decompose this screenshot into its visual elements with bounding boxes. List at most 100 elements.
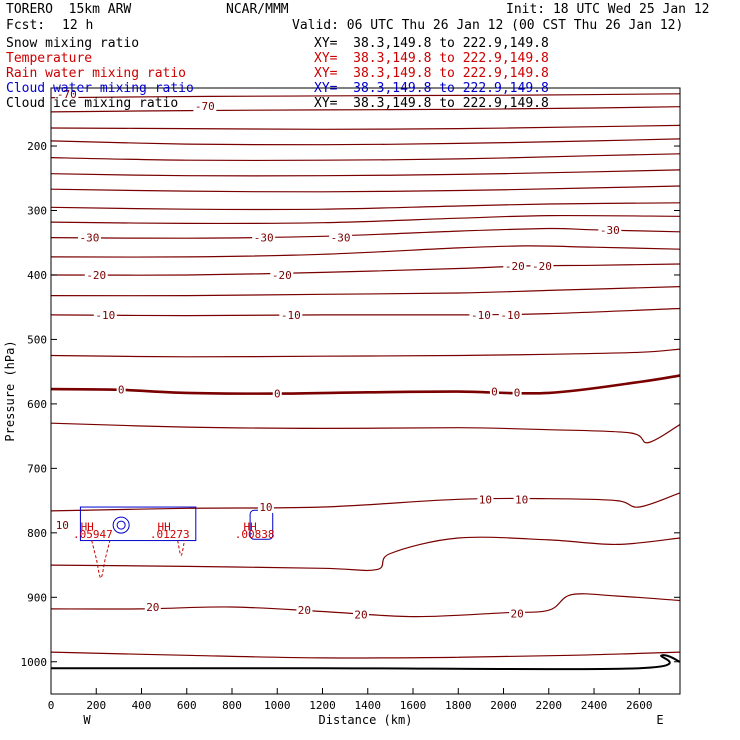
isotherm-label-bg bbox=[503, 259, 527, 272]
isotherm-label: -20 bbox=[532, 260, 552, 273]
legend-snow-xy: XY= 38.3,149.8 to 222.9,149.8 bbox=[314, 36, 549, 51]
isotherm-label: 20 bbox=[510, 607, 523, 620]
isotherm-label: -10 bbox=[471, 309, 491, 322]
isotherm-label-bg bbox=[257, 501, 274, 514]
isotherm-label: -70 bbox=[57, 88, 77, 101]
legend-temperature: Temperature bbox=[6, 51, 93, 66]
isotherm-m75 bbox=[51, 93, 680, 99]
legend-temperature-xy: XY= 38.3,149.8 to 222.9,149.8 bbox=[314, 51, 549, 66]
plot-frame bbox=[50, 87, 681, 695]
isotherm-label-bg bbox=[272, 387, 282, 400]
maximum-marker: HH bbox=[243, 520, 256, 533]
x-tick-label: 1600 bbox=[400, 699, 427, 712]
isotherm-label-bg bbox=[598, 223, 622, 236]
isotherm-m25 bbox=[51, 245, 680, 258]
x-tick-label: 2200 bbox=[536, 699, 563, 712]
y-tick-label: 800 bbox=[27, 527, 47, 540]
isotherm-label: 10 bbox=[56, 519, 69, 532]
isotherm-label-bg bbox=[252, 231, 276, 244]
isotherm-m65 bbox=[51, 124, 680, 130]
forecast-label: Fcst: bbox=[6, 18, 46, 33]
legend-rain-xy: XY= 38.3,149.8 to 222.9,149.8 bbox=[314, 66, 549, 81]
x-tick-label: 1200 bbox=[309, 699, 336, 712]
isotherm-10 bbox=[51, 492, 680, 512]
isotherm-m50 bbox=[51, 169, 680, 177]
isotherm-label: 10 bbox=[479, 493, 492, 506]
cloud-water-contour bbox=[112, 516, 130, 534]
isotherm-label-bg bbox=[144, 600, 161, 613]
legend-snow: Snow mixing ratio bbox=[6, 36, 140, 51]
isotherm-label: 20 bbox=[146, 601, 159, 614]
y-tick-label: 600 bbox=[27, 398, 47, 411]
x-tick-label: 0 bbox=[48, 699, 55, 712]
isotherm-label-bg bbox=[469, 308, 493, 321]
isotherm-label: 0 bbox=[514, 386, 521, 399]
y-tick-label: 1000 bbox=[21, 656, 48, 669]
isotherm-m70 bbox=[51, 106, 680, 113]
isotherm-m45 bbox=[51, 185, 680, 193]
isotherm-label-bg bbox=[193, 100, 217, 113]
legend-cloud-ice: Cloud ice mixing ratio bbox=[6, 96, 179, 111]
surface-line bbox=[51, 654, 680, 671]
x-tick-label: 200 bbox=[86, 699, 106, 712]
maximum-marker: HH bbox=[158, 520, 171, 533]
isotherm-m30 bbox=[51, 227, 680, 239]
isotherm-label-bg bbox=[498, 308, 522, 321]
legend-cloud-water-xy: XY= 38.3,149.8 to 222.9,149.8 bbox=[314, 81, 549, 96]
rain-water-contour bbox=[177, 540, 185, 556]
isotherm-label-bg bbox=[296, 604, 313, 617]
isotherm-label-bg bbox=[55, 87, 79, 100]
y-tick-label: 700 bbox=[27, 462, 47, 475]
isotherm-label-bg bbox=[93, 308, 117, 321]
valid-time: Valid: 06 UTC Thu 26 Jan 12 (00 CST Thu … bbox=[292, 18, 684, 33]
y-tick-label: 500 bbox=[27, 333, 47, 346]
isotherm-m10 bbox=[51, 307, 680, 317]
isotherm-m60 bbox=[51, 138, 680, 146]
rain-water-contour bbox=[91, 540, 111, 579]
isotherm-label-bg bbox=[116, 383, 126, 396]
legend-cloud-ice-xy: XY= 38.3,149.8 to 222.9,149.8 bbox=[314, 96, 549, 111]
y-axis-label: Pressure (hPa) bbox=[3, 340, 17, 441]
maximum-value: .01273 bbox=[150, 528, 190, 541]
isotherm-m20 bbox=[51, 263, 680, 276]
x-tick-label: 1800 bbox=[445, 699, 472, 712]
isotherm-label-bg bbox=[352, 608, 369, 621]
isotherm-label: -30 bbox=[254, 232, 274, 245]
x-tick-label: 1000 bbox=[264, 699, 291, 712]
forecast-hour: 12 h bbox=[62, 18, 94, 33]
isotherm-label: -20 bbox=[272, 269, 292, 282]
isotherm-label: -30 bbox=[80, 232, 100, 245]
y-tick-label: 400 bbox=[27, 269, 47, 282]
isotherm-20 bbox=[51, 593, 680, 618]
cloud-water-contour bbox=[116, 520, 126, 530]
isotherm-15 bbox=[51, 536, 680, 572]
x-axis-label: Distance (km) bbox=[319, 713, 413, 727]
x-tick-label: 2600 bbox=[626, 699, 653, 712]
isotherm-label-bg bbox=[54, 519, 71, 532]
x-tick-label: 1400 bbox=[355, 699, 382, 712]
x-tick-label: 2000 bbox=[490, 699, 517, 712]
model-title: TORERO 15km ARW bbox=[6, 2, 132, 17]
isotherm-label-bg bbox=[509, 607, 526, 620]
isotherm-m5 bbox=[51, 348, 680, 358]
isotherm-m15 bbox=[51, 286, 680, 297]
isotherm-label: 20 bbox=[354, 609, 367, 622]
x-end-label-east: E bbox=[656, 713, 663, 727]
x-tick-label: 2400 bbox=[581, 699, 608, 712]
isotherm-label: -10 bbox=[500, 309, 520, 322]
isotherm-25 bbox=[51, 651, 680, 659]
isotherm-m35 bbox=[51, 214, 680, 225]
isotherm-label: -10 bbox=[281, 309, 301, 322]
maximum-value: .05947 bbox=[73, 528, 113, 541]
isotherm-label: 0 bbox=[118, 384, 125, 397]
isotherm-label: -20 bbox=[86, 269, 106, 282]
x-tick-label: 400 bbox=[132, 699, 152, 712]
isotherm-label: -30 bbox=[600, 224, 620, 237]
isotherm-label: -70 bbox=[195, 100, 215, 113]
legend-rain: Rain water mixing ratio bbox=[6, 66, 187, 81]
isotherm-label: 0 bbox=[491, 386, 498, 399]
isotherm-label-bg bbox=[270, 268, 294, 281]
legend-cloud-water: Cloud water mixing ratio bbox=[6, 81, 194, 96]
y-tick-label: 900 bbox=[27, 591, 47, 604]
